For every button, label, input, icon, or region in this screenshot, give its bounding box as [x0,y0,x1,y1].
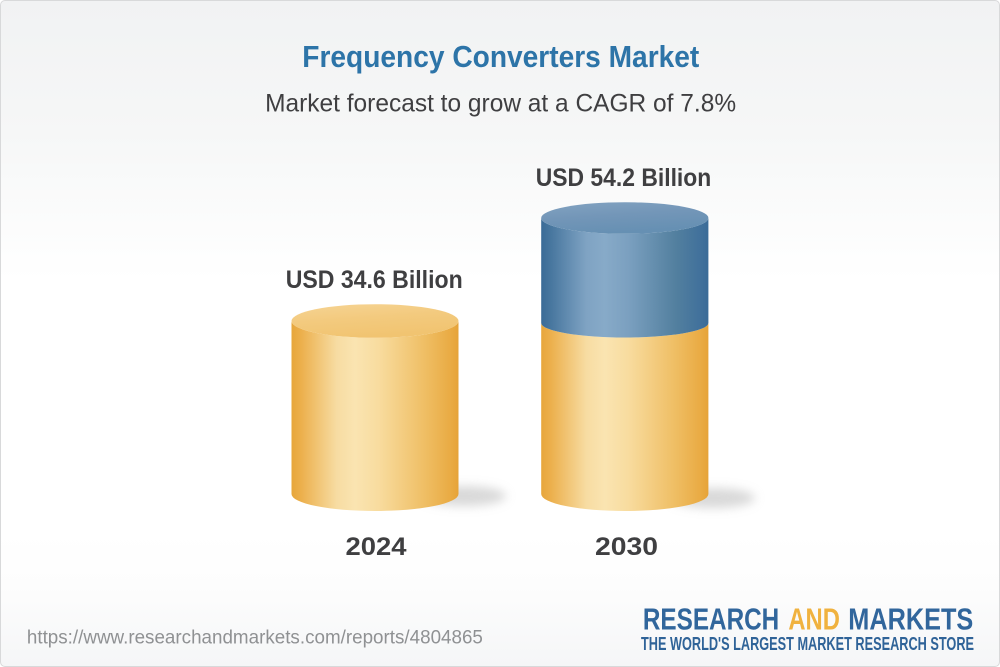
svg-text:Market forecast to grow at a C: Market forecast to grow at a CAGR of 7.8… [265,90,736,118]
svg-text:Frequency Converters Market: Frequency Converters Market [302,39,699,74]
svg-text:USD 54.2 Billion: USD 54.2 Billion [536,164,712,192]
svg-text:https://www.researchandmarkets: https://www.researchandmarkets.com/repor… [27,627,483,649]
svg-text:THE WORLD'S LARGEST MARKET RES: THE WORLD'S LARGEST MARKET RESEARCH STOR… [641,634,974,654]
svg-text:USD 34.6 Billion: USD 34.6 Billion [286,266,463,294]
svg-text:AND: AND [788,603,840,637]
svg-text:MARKETS: MARKETS [848,603,973,637]
svg-text:2030: 2030 [595,533,658,561]
svg-text:RESEARCH: RESEARCH [643,603,779,637]
svg-text:2024: 2024 [346,533,407,561]
